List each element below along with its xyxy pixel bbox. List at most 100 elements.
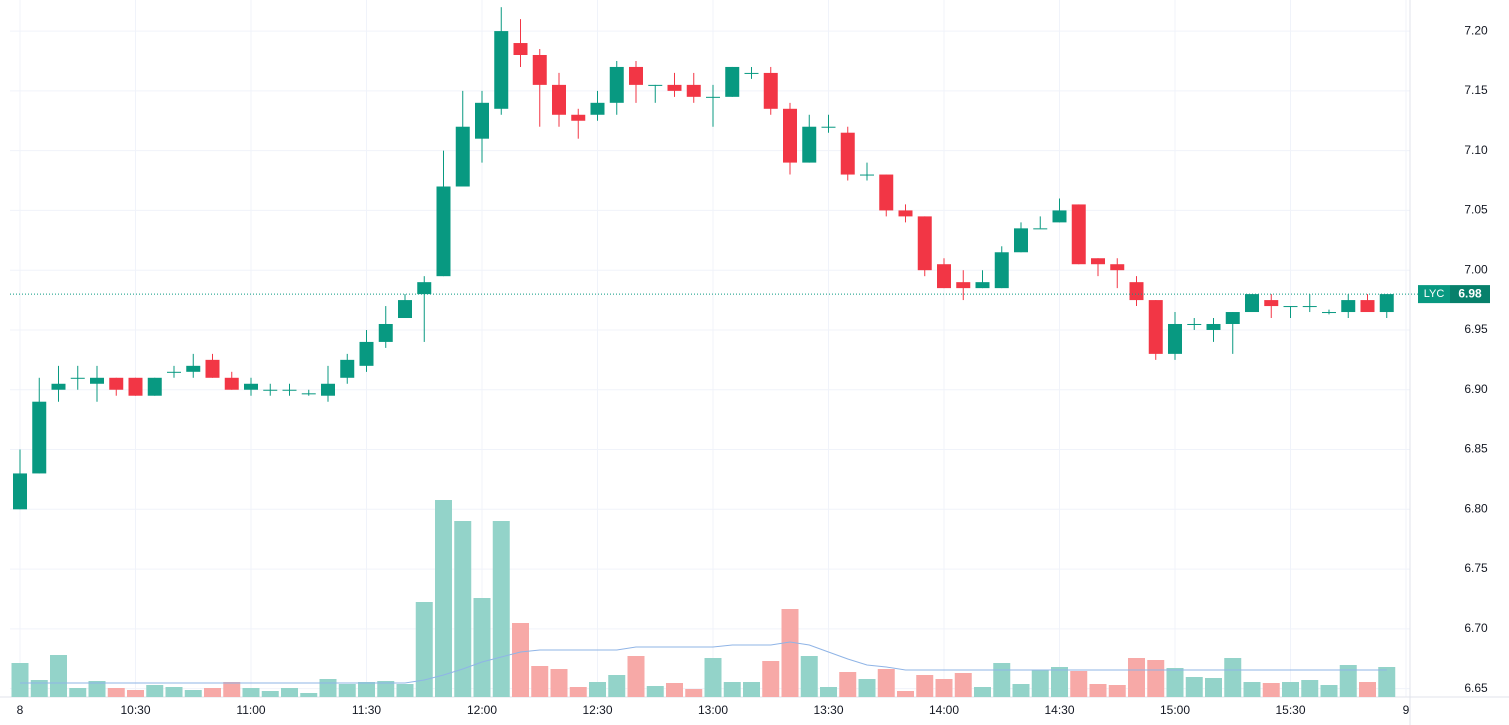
candle-body xyxy=(860,174,874,176)
volume-bar xyxy=(1378,667,1396,697)
volume-bar xyxy=(127,690,144,697)
volume-bar xyxy=(781,609,799,697)
candle-body xyxy=(321,383,335,396)
volume-bar xyxy=(300,693,318,697)
volume-bar xyxy=(935,679,953,697)
volume-bar xyxy=(1185,677,1203,697)
volume-bar xyxy=(281,688,298,697)
candle-body xyxy=(51,383,66,390)
volume-bar xyxy=(1147,660,1165,697)
candle-body xyxy=(609,66,624,103)
volume-bar xyxy=(550,669,568,697)
candle-body xyxy=(1379,294,1394,313)
candle-body xyxy=(90,377,104,384)
candle-body xyxy=(840,132,855,175)
candle-body xyxy=(1014,228,1028,253)
candle-body xyxy=(725,66,740,97)
x-tick-label: 14:00 xyxy=(929,703,959,717)
volume-bar xyxy=(685,689,703,697)
x-tick-label: 12:00 xyxy=(467,703,497,717)
volume-bar xyxy=(1108,685,1126,697)
volume-bar xyxy=(1070,671,1088,697)
volume-bar xyxy=(974,687,991,697)
candle-body xyxy=(244,383,258,390)
candle-body xyxy=(667,84,682,91)
candle-body xyxy=(147,377,162,396)
x-tick-label: 11:00 xyxy=(236,703,265,717)
x-tick-label: 11:30 xyxy=(352,703,381,717)
candle-body xyxy=(1225,312,1240,324)
volume-bar xyxy=(377,681,395,697)
volume-bar xyxy=(1089,684,1107,697)
volume-bar xyxy=(704,658,722,697)
candle-body xyxy=(1148,300,1163,354)
y-tick-label: 7.20 xyxy=(1464,23,1488,37)
candle-body xyxy=(224,377,239,390)
x-tick-label: 14:30 xyxy=(1044,703,1074,717)
y-tick-label: 6.75 xyxy=(1464,561,1488,575)
candle-body xyxy=(552,84,566,115)
candle-body xyxy=(1206,323,1221,330)
price-badge xyxy=(1450,285,1490,304)
candle-body xyxy=(32,401,47,474)
volume-bar xyxy=(916,675,934,697)
candle-body xyxy=(494,31,509,109)
candle-body xyxy=(917,216,932,271)
candle-body xyxy=(532,54,547,85)
volume-bar xyxy=(11,663,29,697)
candle-body xyxy=(975,282,990,289)
volume-bar xyxy=(608,675,626,697)
volume-bar xyxy=(877,669,895,697)
candle-body xyxy=(783,108,797,163)
volume-bar xyxy=(954,673,972,697)
volume-bar xyxy=(839,672,857,697)
volume-bar xyxy=(146,685,164,697)
last-price-label: 6.98 xyxy=(1458,286,1482,300)
candle-body xyxy=(1264,300,1279,307)
y-tick-label: 6.85 xyxy=(1464,442,1488,456)
volume-bar xyxy=(69,688,87,697)
candle-body xyxy=(359,341,374,366)
candle-body xyxy=(455,126,470,187)
x-tick-label: 9 xyxy=(1403,703,1410,717)
candle-body xyxy=(1033,228,1048,230)
x-tick-label: 15:30 xyxy=(1275,703,1305,717)
candle-body xyxy=(70,377,85,379)
candle-body xyxy=(1091,258,1105,265)
volume-bar xyxy=(50,655,67,697)
volume-bar xyxy=(1282,682,1299,697)
volume-bar xyxy=(1301,680,1319,697)
x-tick-label: 13:30 xyxy=(813,703,843,717)
volume-bar xyxy=(1320,685,1338,697)
x-tick-label: 13:00 xyxy=(698,703,728,717)
candle-body xyxy=(378,323,393,342)
candle-body xyxy=(475,102,489,139)
y-tick-label: 6.65 xyxy=(1464,681,1488,695)
candle-body xyxy=(1187,323,1202,325)
volume-bar xyxy=(1224,658,1242,697)
candle-body xyxy=(263,389,278,391)
volume-bar xyxy=(1166,668,1184,697)
volume-bar xyxy=(107,688,125,697)
candle-body xyxy=(706,96,720,98)
candle-body xyxy=(13,473,27,510)
candle-body xyxy=(1129,282,1144,301)
candle-body xyxy=(629,66,643,85)
volume-bar xyxy=(762,661,780,697)
x-tick-label: 8 xyxy=(17,703,24,717)
volume-bar xyxy=(319,679,337,697)
candle-body xyxy=(1360,300,1375,313)
x-tick-label: 12:30 xyxy=(582,703,612,717)
volume-bar xyxy=(1012,684,1030,697)
candle-body xyxy=(898,210,913,217)
candle-body xyxy=(1071,204,1086,265)
volume-bar xyxy=(743,682,760,697)
volume-bar xyxy=(569,687,587,697)
y-tick-label: 7.00 xyxy=(1464,262,1488,276)
candle-body xyxy=(1302,306,1317,308)
candle-body xyxy=(436,186,451,277)
volume-bar xyxy=(396,684,414,697)
volume-bar xyxy=(858,679,876,697)
y-tick-label: 6.90 xyxy=(1464,382,1488,396)
volume-ma-line xyxy=(20,641,1387,684)
